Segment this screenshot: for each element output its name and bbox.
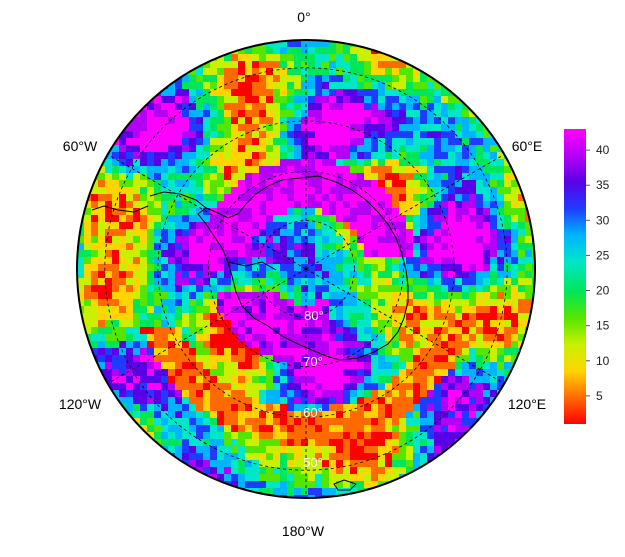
lon-label-120e: 120°E [508, 396, 546, 412]
colorbar-tick-label: 20 [596, 284, 610, 298]
meridian-60 [305, 154, 505, 270]
colorbar: 5 10 15 20 25 30 35 40 [564, 129, 610, 424]
colorbar-tick-label: 5 [596, 389, 603, 403]
colorbar-tick-label: 25 [596, 248, 610, 262]
meridian-300 [107, 154, 307, 270]
antarctica-coastline [91, 175, 409, 491]
colorbar-ticks: 5 10 15 20 25 30 35 40 [586, 143, 610, 403]
colorbar-gradient [564, 129, 586, 424]
colorbar-tick-label: 40 [596, 143, 610, 157]
lon-label-120w: 120°W [59, 396, 102, 412]
lat-label-50: 50° [303, 455, 323, 470]
colorbar-tick-label: 15 [596, 319, 610, 333]
colorbar-tick-label: 30 [596, 213, 610, 227]
meridian-240 [107, 268, 307, 384]
latitude-circle-80 [257, 220, 355, 318]
lon-label-180w: 180°W [282, 523, 325, 539]
lon-label-60w: 60°W [63, 138, 98, 154]
lat-label-80: 80° [304, 308, 324, 323]
data-field-raster [77, 40, 535, 498]
graticule [104, 40, 508, 498]
lat-label-60: 60° [303, 405, 323, 420]
latitude-circle-60 [157, 120, 455, 418]
lat-label-70: 70° [303, 354, 323, 369]
colorbar-tick-label: 35 [596, 178, 610, 192]
latitude-circle-50 [104, 67, 508, 471]
lon-label-60e: 60°E [512, 138, 543, 154]
colorbar-tick-label: 10 [596, 354, 610, 368]
map-boundary [76, 39, 536, 499]
lon-label-0: 0° [297, 9, 310, 25]
meridian-120 [305, 268, 505, 384]
